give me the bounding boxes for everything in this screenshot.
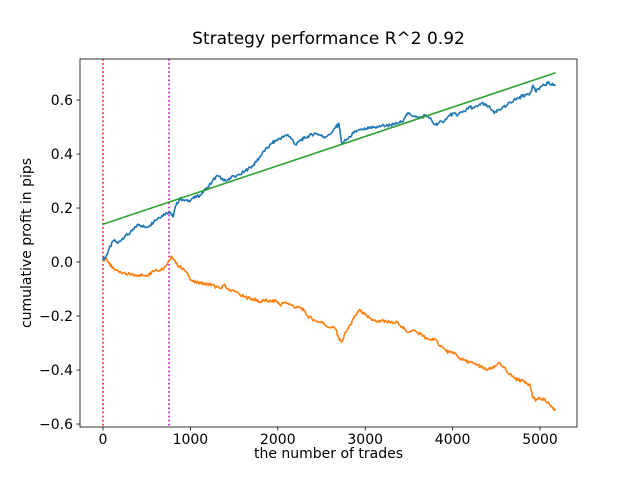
series-cumulative-profit	[102, 80, 556, 261]
x-tick-label: 5000	[522, 432, 558, 448]
x-axis-label: the number of trades	[253, 446, 404, 462]
axes-spines	[79, 58, 578, 428]
x-tick-label: 0	[99, 432, 108, 448]
y-tick-label: −0.6	[39, 417, 73, 433]
series-linear-fit	[102, 72, 556, 225]
x-tick-label: 4000	[435, 432, 471, 448]
x-tick-label: 2000	[260, 432, 296, 448]
chart-title: Strategy performance R^2 0.92	[192, 29, 465, 49]
y-tick-label: −0.2	[39, 309, 73, 325]
y-tick-label: 0.2	[51, 201, 73, 217]
y-tick-label: −0.4	[39, 363, 73, 379]
y-tick-label: 0.4	[51, 147, 73, 163]
y-tick-label: 0.0	[51, 255, 73, 271]
series-inverse-cumulative-profit	[102, 255, 556, 411]
y-tick-label: 0.6	[51, 93, 73, 109]
x-tick-label: 1000	[173, 432, 209, 448]
x-tick-label: 3000	[347, 432, 383, 448]
